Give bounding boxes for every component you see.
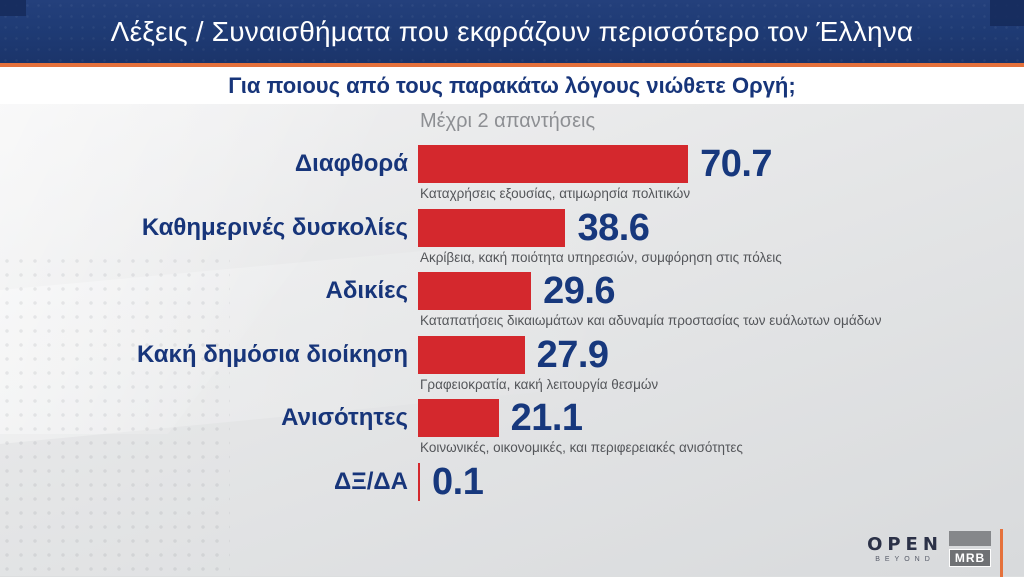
open-logo-tagline: BEYOND (875, 556, 935, 563)
category-description: Καταπατήσεις δικαιωμάτων και αδυναμία πρ… (420, 313, 882, 328)
category-description: Καταχρήσεις εξουσίας, ατιμωρησία πολιτικ… (420, 186, 691, 201)
value-label: 27.9 (536, 333, 609, 376)
value-bar (418, 208, 566, 247)
category-label: Διαφθορά (294, 150, 408, 177)
mrb-logo-bar (949, 531, 991, 546)
category-label: Κακή δημόσια διοίκηση (137, 340, 408, 368)
value-bar (418, 145, 689, 183)
chart-row: Αδικίες 29.6 Καταπατήσεις δικαιωμάτων και … (0, 269, 1024, 333)
value-label: 38.6 (577, 206, 650, 249)
footer-orange-rule (1000, 529, 1003, 577)
open-logo-text: OPEN (867, 534, 943, 555)
question-subtitle: Για ποιους από τους παρακάτω λόγους νιώθ… (228, 72, 796, 98)
chart-area-background (0, 104, 1024, 576)
mrb-logo-text: MRB (949, 549, 991, 567)
background-dot-pattern (0, 254, 230, 576)
chart-row: Καθημερινές δυσκολίες 38.6 Ακρίβεια, κακή … (0, 206, 1024, 270)
value-bar (418, 335, 525, 374)
open-channel-logo: OPEN BEYOND (866, 534, 944, 563)
page-title: Λέξεις / Συναισθήματα που εκφράζουν περι… (110, 15, 914, 47)
header-corner-decoration-right (990, 0, 1024, 26)
header-corner-decoration-left (0, 0, 26, 16)
subtitle-band: Για ποιους από τους παρακάτω λόγους νιώθ… (0, 67, 1024, 104)
orange-divider (0, 63, 1024, 67)
value-bar (418, 399, 499, 437)
category-label: Ανισότητες (281, 404, 408, 431)
value-label: 0.1 (432, 460, 484, 503)
category-label: Αδικίες (325, 277, 408, 304)
category-label: ΔΞ/ΔΑ (334, 467, 408, 495)
chart-row: ΔΞ/ΔΑ 0.1 (0, 460, 1024, 524)
value-label: 29.6 (543, 270, 616, 312)
category-description: Ακρίβεια, κακή ποιότητα υπηρεσιών, συμφό… (420, 249, 782, 265)
category-description: Κοινωνικές, οικονομικές, και περιφερειακ… (420, 440, 743, 455)
value-bar (418, 462, 420, 501)
bar-chart: Διαφθορά 70.7 Καταχρήσεις εξουσίας, ατιμωρ… (0, 142, 1024, 523)
value-label: 70.7 (700, 143, 773, 185)
category-label: Καθημερινές δυσκολίες (141, 213, 408, 241)
header-band: Λέξεις / Συναισθήματα που εκφράζουν περι… (0, 0, 1024, 63)
category-description: Γραφειοκρατία, κακή λειτουργία θεσμών (420, 376, 659, 392)
chart-row: Ανισότητες 21.1 Κοινωνικές, οικονομικές, κ… (0, 396, 1024, 460)
chart-row: Κακή δημόσια διοίκηση 27.9 Γραφειοκρατία, … (0, 333, 1024, 397)
mrb-agency-logo: MRB (949, 531, 991, 567)
value-bar (418, 272, 532, 310)
chart-row: Διαφθορά 70.7 Καταχρήσεις εξουσίας, ατιμωρ… (0, 142, 1024, 206)
value-label: 21.1 (510, 397, 583, 439)
answers-note: Μέχρι 2 απαντήσεις (420, 110, 596, 132)
